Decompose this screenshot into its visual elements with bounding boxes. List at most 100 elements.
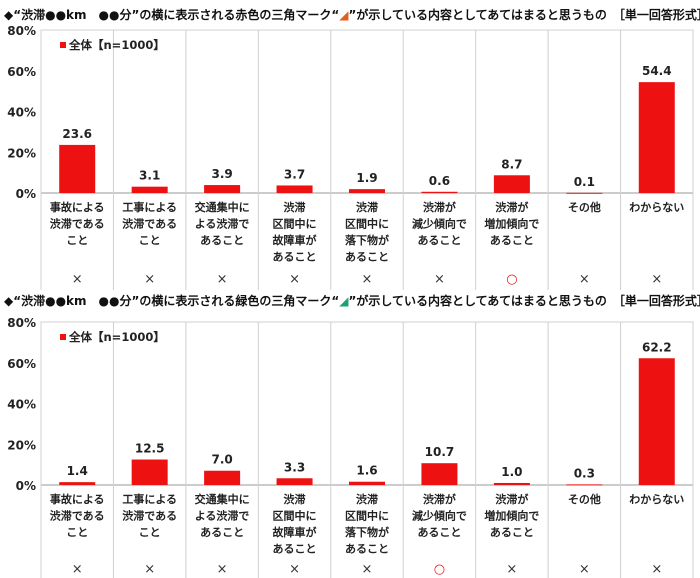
category-label: 交通集中による渋滞であること (195, 492, 250, 539)
bar (131, 459, 168, 485)
category-label-line: あること (417, 234, 461, 247)
category-label-line: よる渋滞で (195, 217, 250, 231)
chart-1: ◆“渋滞●●km ●●分”の横に表示される赤色の三角マーク“◢”が示している内容… (4, 7, 700, 290)
category-label-line: 渋滞である (50, 217, 105, 231)
cross-mark-icon: × (651, 272, 662, 287)
category-label-line: 区間中に (345, 509, 389, 523)
cross-mark-icon: × (217, 272, 228, 287)
category-label-line: こと (139, 526, 161, 539)
category-label-line: 交通集中に (195, 200, 250, 214)
bar (349, 481, 385, 485)
data-label: 8.7 (501, 157, 522, 171)
cross-mark-icon: × (362, 272, 373, 287)
legend-swatch (60, 42, 66, 48)
cross-mark-icon: × (217, 562, 228, 577)
category-label-line: よる渋滞で (195, 509, 250, 523)
category-label-line: あること (200, 526, 244, 539)
data-label: 1.6 (356, 464, 377, 478)
y-tick-label: 0% (16, 479, 36, 493)
bar (638, 82, 675, 193)
category-label-line: 交通集中に (195, 492, 250, 506)
title-prefix: ◆“渋滞●●km ●●分”の横に表示される赤色の三角マーク“ (4, 7, 339, 22)
bar (59, 482, 96, 485)
category-label-line: 区間中に (345, 217, 389, 231)
y-tick-label: 40% (7, 398, 36, 412)
category-label: 渋滞が減少傾向であること (412, 492, 467, 539)
bar (276, 185, 313, 193)
category-label-line: 故障車が (273, 233, 317, 247)
data-label: 23.6 (62, 127, 92, 141)
category-label-line: あること (273, 251, 317, 264)
y-tick-label: 80% (7, 24, 36, 38)
category-label-line: あること (490, 234, 534, 247)
cross-mark-icon: × (72, 562, 83, 577)
bar (131, 186, 168, 193)
bar (638, 358, 675, 485)
bar (566, 484, 603, 486)
category-label-line: 渋滞が (423, 492, 456, 506)
y-tick-label: 80% (7, 316, 36, 330)
title-suffix: ”が示している内容としてあてはまると思うもの ［単一回答形式］ (349, 7, 700, 22)
category-label-line: 事故による (50, 492, 105, 506)
data-label: 62.2 (642, 340, 672, 354)
data-label: 1.9 (356, 171, 377, 185)
category-label-line: 事故による (50, 200, 105, 214)
bar (204, 185, 241, 193)
data-label: 12.5 (135, 442, 165, 456)
category-label: 事故による渋滞であること (50, 492, 105, 539)
title-prefix: ◆“渋滞●●km ●●分”の横に表示される緑色の三角マーク“ (4, 293, 339, 308)
category-label-line: わからない (629, 493, 684, 506)
chart-title: ◆“渋滞●●km ●●分”の横に表示される緑色の三角マーク“◢”が示している内容… (4, 293, 700, 308)
data-label: 0.6 (429, 174, 450, 188)
category-label-line: わからない (629, 201, 684, 214)
data-label: 3.1 (139, 169, 160, 183)
cross-mark-icon: × (72, 272, 83, 287)
category-label-line: 渋滞 (284, 200, 306, 214)
bar (421, 191, 458, 193)
cross-mark-icon: × (579, 562, 590, 577)
category-label-line: 故障車が (273, 525, 317, 539)
category-label-line: 工事による (122, 492, 177, 506)
category-label-line: あること (200, 234, 244, 247)
cross-mark-icon: × (651, 562, 662, 577)
title-suffix: ”が示している内容としてあてはまると思うもの ［単一回答形式］ (349, 293, 700, 308)
category-label-line: 増加傾向で (484, 509, 539, 523)
bar (421, 463, 458, 485)
category-label-line: 渋滞 (356, 492, 378, 506)
y-tick-label: 0% (16, 187, 36, 201)
category-label-line: あること (490, 526, 534, 539)
category-label-line: 渋滞が (495, 200, 528, 214)
category-label-line: あること (345, 543, 389, 556)
category-label-line: その他 (568, 492, 601, 506)
category-label-line: 落下物が (345, 525, 389, 539)
y-tick-label: 20% (7, 438, 36, 452)
data-label: 0.3 (574, 466, 595, 480)
data-label: 0.1 (574, 175, 595, 189)
category-label-line: 渋滞である (122, 509, 177, 523)
bar (59, 144, 96, 193)
chart-title: ◆“渋滞●●km ●●分”の横に表示される赤色の三角マーク“◢”が示している内容… (4, 7, 700, 22)
category-label-line: 落下物が (345, 233, 389, 247)
category-label: 渋滞が増加傾向であること (484, 492, 539, 539)
category-label: 渋滞区間中に故障車があること (273, 200, 317, 264)
category-label-line: 渋滞である (50, 509, 105, 523)
category-label-line: こと (139, 234, 161, 247)
category-label: 渋滞が増加傾向であること (484, 200, 539, 247)
category-label-line: 区間中に (273, 509, 317, 523)
category-label-line: 渋滞である (122, 217, 177, 231)
cross-mark-icon: × (506, 562, 517, 577)
category-label-line: 減少傾向で (412, 509, 467, 523)
data-label: 3.7 (284, 167, 305, 181)
circle-mark-icon: ○ (434, 562, 445, 577)
category-label: 渋滞区間中に落下物があること (345, 200, 389, 264)
cross-mark-icon: × (289, 272, 300, 287)
bar (349, 189, 385, 193)
data-label: 1.4 (67, 464, 88, 478)
category-label-line: 工事による (122, 200, 177, 214)
category-label-line: 渋滞が (423, 200, 456, 214)
bar (276, 478, 313, 485)
category-label-line: こと (66, 526, 88, 539)
category-label-line: 渋滞 (356, 200, 378, 214)
